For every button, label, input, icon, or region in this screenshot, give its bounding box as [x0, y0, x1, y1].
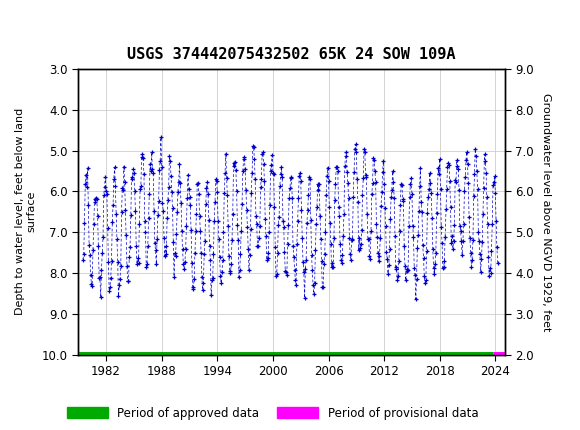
Y-axis label: Depth to water level, feet below land
surface: Depth to water level, feet below land su… — [14, 108, 37, 315]
Legend: Period of approved data, Period of provisional data: Period of approved data, Period of provi… — [67, 407, 478, 420]
Title: USGS 374442075432502 65K 24 SOW 109A: USGS 374442075432502 65K 24 SOW 109A — [127, 47, 456, 62]
FancyBboxPatch shape — [1, 6, 33, 40]
Text: USGS: USGS — [36, 13, 96, 32]
Text: ≡USGS: ≡USGS — [3, 14, 74, 31]
Y-axis label: Groundwater level above NGVD 1929, feet: Groundwater level above NGVD 1929, feet — [541, 92, 550, 331]
